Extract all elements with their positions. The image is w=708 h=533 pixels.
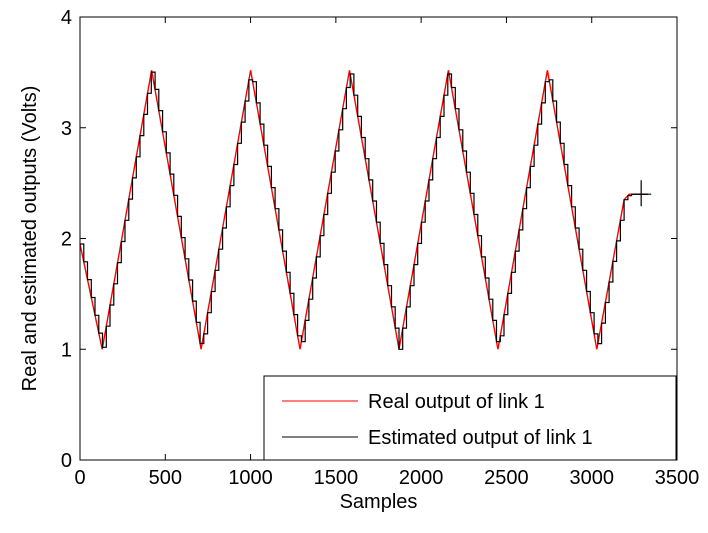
series-layer — [79, 70, 652, 350]
y-tick-label: 0 — [61, 450, 72, 472]
x-tick-label: 1000 — [228, 467, 273, 489]
x-tick-label: 2000 — [399, 467, 444, 489]
x-tick-label: 2500 — [484, 467, 529, 489]
legend: Real output of link 1 Estimated output o… — [263, 375, 677, 461]
y-tick-label: 1 — [61, 339, 72, 361]
x-axis-label: Samples — [340, 491, 418, 513]
x-tick-label: 0 — [74, 467, 85, 489]
x-tick-label: 3000 — [569, 467, 614, 489]
y-tick-label: 3 — [61, 118, 72, 140]
y-tick-label: 4 — [61, 7, 72, 29]
legend-label-estimated: Estimated output of link 1 — [368, 427, 593, 449]
tick-layer: 0 500 1000 1500 2000 2500 3000 3500 0 1 2 3 4 — [61, 7, 699, 489]
legend-label-real: Real output of link 1 — [368, 391, 545, 413]
x-tick-label: 1500 — [314, 467, 359, 489]
series-line-estimated — [80, 71, 648, 350]
end-marker — [631, 180, 652, 207]
y-axis-label: Real and estimated outputs (Volts) — [19, 86, 41, 392]
legend-box — [263, 375, 677, 461]
y-tick-label: 2 — [61, 229, 72, 251]
x-tick-label: 3500 — [655, 467, 700, 489]
x-tick-label: 500 — [149, 467, 182, 489]
